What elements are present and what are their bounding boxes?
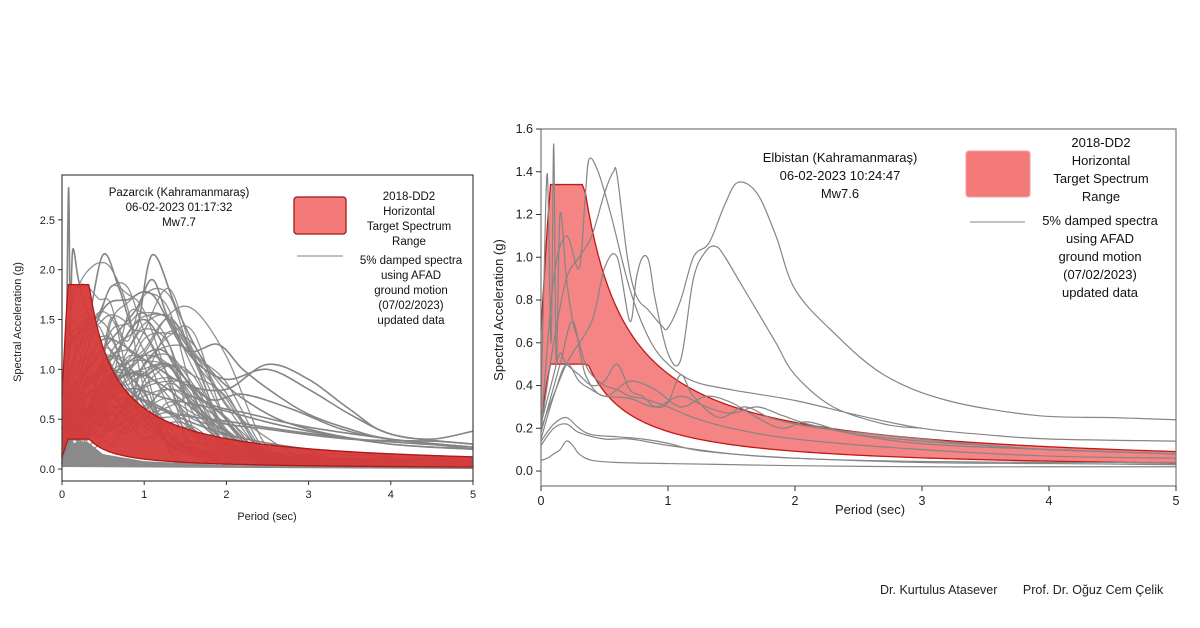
x-tick-label: 4 (1046, 494, 1053, 508)
legend-label-spectra-2: using AFAD (1066, 231, 1134, 246)
legend-label-target-spectrum-4: Range (392, 236, 426, 248)
legend-patch-target-spectrum (293, 196, 347, 235)
annotation: Elbistan (Kahramanmaraş) 06-02-2023 10:2… (763, 150, 918, 201)
y-tick-label: 1.6 (516, 122, 533, 136)
x-axis-title: Period (sec) (237, 511, 296, 523)
y-tick-label: 0.2 (516, 421, 533, 435)
legend: 2018-DD2 Horizontal Target Spectrum Rang… (293, 191, 463, 327)
spectra-lines (540, 143, 1177, 468)
legend-label-target-spectrum-1: 2018-DD2 (383, 191, 435, 203)
event-magnitude: Mw7.7 (162, 217, 196, 229)
x-tick-label: 1 (665, 494, 672, 508)
legend-label-target-spectrum-1: 2018-DD2 (1071, 135, 1130, 150)
x-tick-label: 1 (141, 489, 147, 501)
x-tick-label: 5 (1173, 494, 1180, 508)
credits: Dr. Kurtulus Atasever Prof. Dr. Oğuz Cem… (880, 583, 1185, 597)
x-tick-label: 3 (919, 494, 926, 508)
y-tick-label: 0.0 (516, 464, 533, 478)
x-axis-title: Period (sec) (835, 502, 905, 517)
spectrum-line-record-9 (540, 440, 1176, 468)
plot-frame (540, 128, 1177, 487)
x-tick-label: 5 (470, 489, 476, 501)
x-tick-label: 0 (538, 494, 545, 508)
y-tick-label: 0.6 (516, 336, 533, 350)
x-axis-ticks: 0 1 2 3 4 5 (538, 486, 1180, 508)
spectrum-line-record-8 (540, 423, 1177, 466)
legend-label-spectra-3: ground motion (374, 285, 448, 297)
plot-frame (61, 174, 474, 482)
legend-label-spectra-5: updated data (1062, 285, 1139, 300)
legend-label-spectra-4: (07/02/2023) (378, 300, 443, 312)
legend-label-spectra-4: (07/02/2023) (1063, 267, 1137, 282)
spectrum-line-record-2 (540, 157, 1177, 442)
y-tick-label: 1.4 (516, 165, 533, 179)
event-datetime: 06-02-2023 01:17:32 (126, 202, 233, 214)
legend-label-spectra-1: 5% damped spectra (360, 255, 463, 267)
event-magnitude: Mw7.6 (821, 186, 859, 201)
y-tick-label: 1.5 (40, 315, 55, 327)
y-tick-label: 1.2 (516, 208, 533, 222)
y-tick-label: 1.0 (516, 250, 533, 264)
spectrum-line-record-4 (540, 245, 923, 429)
x-axis-ticks: 0 1 2 3 4 5 (59, 481, 476, 501)
y-tick-label: 0.8 (516, 293, 533, 307)
spectrum-line-record-6 (540, 363, 1177, 455)
legend-patch-target-spectrum (965, 150, 1031, 198)
legend-label-spectra-1: 5% damped spectra (1042, 213, 1158, 228)
credit-author-1: Dr. Kurtulus Atasever (880, 583, 998, 597)
y-axis-ticks: 0.0 0.2 0.4 0.6 0.8 1.0 1.2 1.4 1.6 (516, 122, 541, 478)
legend: 2018-DD2 Horizontal Target Spectrum Rang… (965, 135, 1159, 300)
spectrum-line-record-c (61, 290, 474, 450)
x-tick-label: 3 (306, 489, 312, 501)
spectrum-line-record-1 (540, 143, 1177, 459)
credit-author-2: Prof. Dr. Oğuz Cem Çelik (1022, 583, 1164, 597)
y-tick-label: 1.0 (40, 364, 55, 376)
x-tick-label: 0 (59, 489, 65, 501)
legend-label-target-spectrum-3: Target Spectrum (367, 221, 451, 233)
legend-label-target-spectrum-2: Horizontal (1072, 153, 1131, 168)
y-axis-ticks: 0.0 0.5 1.0 1.5 2.0 2.5 (40, 215, 62, 476)
spectrum-line-record-10 (540, 320, 1177, 455)
axes-frame (61, 174, 474, 482)
legend-label-spectra-3: ground motion (1058, 249, 1141, 264)
event-datetime: 06-02-2023 10:24:47 (780, 168, 901, 183)
x-tick-label: 2 (792, 494, 799, 508)
spectrum-line-record-3 (540, 166, 1177, 429)
event-location: Pazarcık (Kahramanmaraş) (109, 187, 250, 199)
spectrum-line-record-5 (540, 352, 1177, 455)
target-band-area (62, 284, 473, 468)
x-tick-label: 2 (223, 489, 229, 501)
target-band-upper (61, 283, 474, 458)
axes-frame (540, 128, 1177, 487)
y-axis-title: Spectral Acceleration (g) (12, 262, 24, 382)
legend-label-spectra-5: updated data (377, 315, 445, 327)
y-tick-label: 0.0 (40, 464, 55, 476)
y-tick-label: 0.5 (40, 414, 55, 426)
target-band-lower (540, 363, 1177, 464)
y-tick-label: 2.0 (40, 265, 55, 277)
spectrum-line-record-7 (540, 416, 1177, 464)
legend-label-target-spectrum-3: Target Spectrum (1053, 171, 1148, 186)
legend-label-target-spectrum-2: Horizontal (383, 206, 435, 218)
legend-label-target-spectrum-4: Range (1082, 189, 1120, 204)
y-axis-title: Spectral Acceleration (g) (491, 239, 506, 381)
target-spectrum-band (61, 283, 474, 468)
x-tick-label: 4 (388, 489, 394, 501)
target-band-lower (61, 438, 474, 468)
y-tick-label: 0.4 (516, 379, 533, 393)
y-tick-label: 2.5 (40, 215, 55, 227)
spectra-low-envelope (62, 441, 473, 470)
annotation: Pazarcık (Kahramanmaraş) 06-02-2023 01:1… (109, 187, 250, 229)
legend-label-spectra-2: using AFAD (381, 270, 441, 282)
event-location: Elbistan (Kahramanmaraş) (763, 150, 918, 165)
